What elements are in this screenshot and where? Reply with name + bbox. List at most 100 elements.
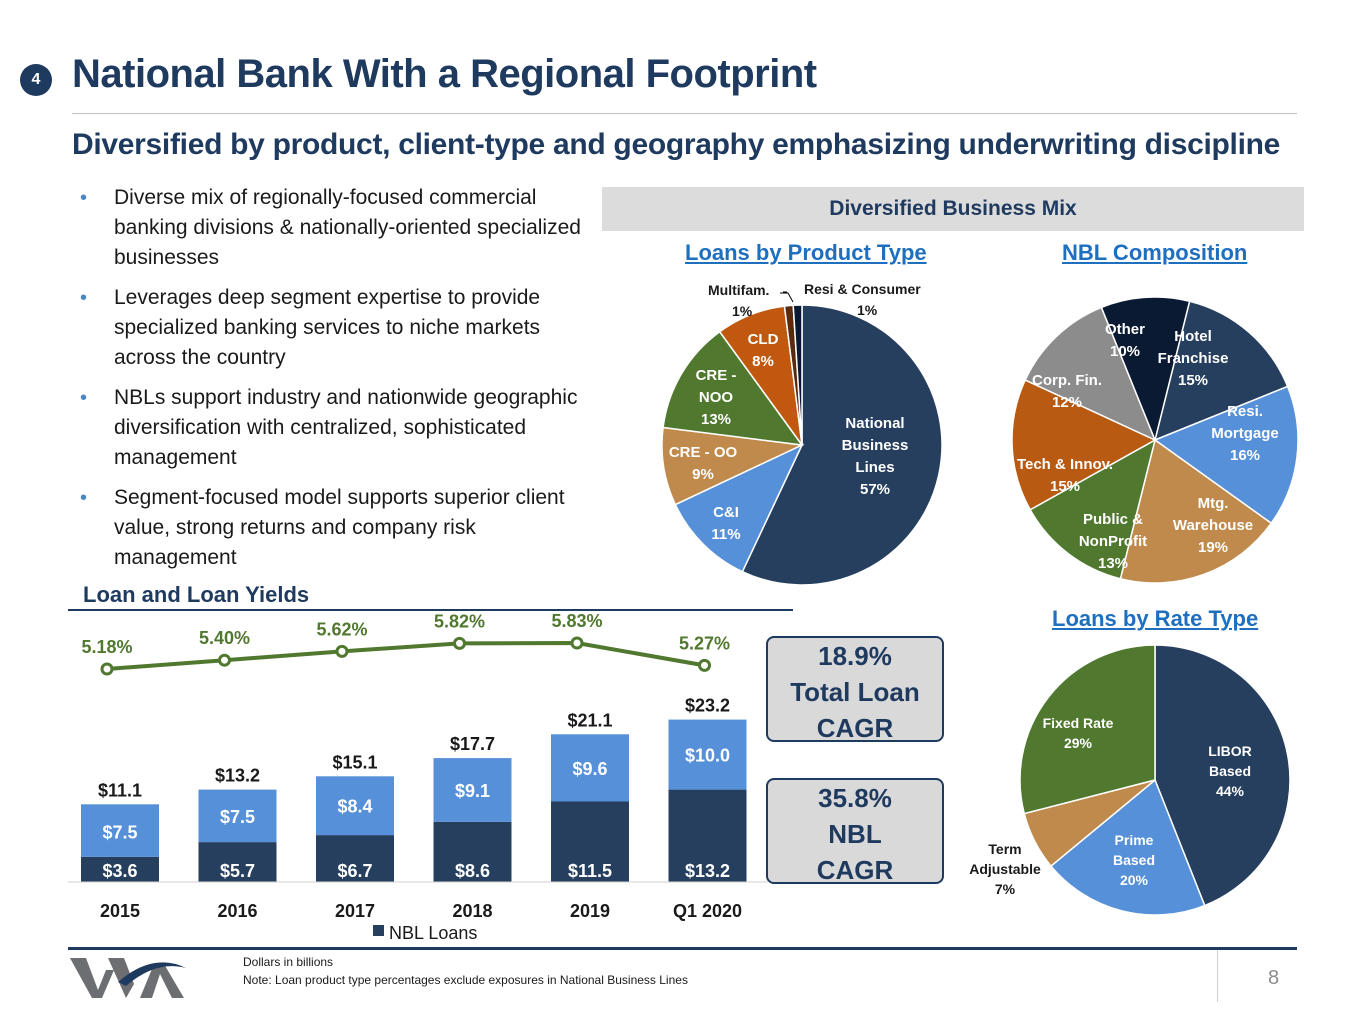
pie2-label-resi-line2: Mortgage — [1211, 425, 1279, 442]
bar-nbl-label-1: $5.7 — [220, 861, 255, 881]
yield-label-1: 5.40% — [199, 628, 250, 648]
pie2-label-public-line1: Public & — [1083, 511, 1143, 528]
bar-nbl-label-0: $3.6 — [102, 861, 137, 881]
yield-point-5 — [698, 658, 711, 672]
pie3-label-libor-line1: LIBOR — [1208, 743, 1252, 759]
total-loan-cagr-value: 18.9% — [818, 641, 892, 671]
nbl-cagr-label: NBL — [828, 819, 882, 849]
title-divider — [72, 113, 1297, 114]
bullet-item: • Leverages deep segment expertise to pro… — [80, 283, 600, 373]
page-number: 8 — [1268, 967, 1280, 989]
yield-point-0 — [100, 662, 114, 676]
footer-rule — [68, 947, 1297, 950]
bar-other-2 — [316, 776, 394, 836]
pie1-label-nbl-line2: Business — [842, 437, 909, 454]
product-type-slice-0 — [741, 304, 943, 586]
bar-nbl-3 — [433, 821, 512, 882]
bar-nbl-label-3: $8.6 — [455, 861, 490, 881]
bar-other-1 — [198, 789, 277, 843]
nbl-composition-pie-chart: Other 10% Hotel Franchise 15% Resi. Mort… — [1011, 296, 1299, 584]
bullet-dot-icon: • — [80, 287, 88, 309]
bar-total-label-5: $23.2 — [685, 696, 730, 716]
nbl-composition-chart-title: NBL Composition — [1062, 240, 1248, 265]
bullet-item: • NBLs support industry and nationwide ge… — [80, 383, 600, 473]
page-title: National Bank With a Regional Footprint — [72, 52, 817, 96]
bullet-dot-icon: • — [80, 187, 88, 209]
bar-other-label-1: $7.5 — [220, 807, 255, 827]
pie2-label-mtg-line1: Mtg. — [1198, 495, 1229, 512]
pie2-label-resi-line1: Resi. — [1227, 403, 1263, 420]
pie1-label-cre-noo-line2: NOO — [699, 389, 734, 406]
pie1-label-resi-consumer: Resi & Consumer — [804, 281, 921, 297]
pie2-label-hotel-line1: Hotel — [1174, 328, 1212, 345]
nbl-cagr-box: 35.8% NBL CAGR — [766, 778, 944, 885]
nbl-composition-slice-1 — [1153, 385, 1299, 525]
nbl-composition-slice-3 — [1029, 438, 1157, 580]
bar-nbl-2 — [316, 835, 394, 882]
business-mix-title: Diversified Business Mix — [829, 197, 1077, 220]
legend-swatch-nbl — [373, 925, 384, 936]
pie3-pct-libor: 44% — [1216, 783, 1245, 799]
total-loan-cagr-box: 18.9% Total Loan CAGR — [766, 636, 944, 743]
pie2-label-public-line2: NonProfit — [1079, 533, 1147, 550]
bar-total-label-3: $17.7 — [450, 734, 495, 754]
section-number-badge: 4 — [20, 64, 52, 96]
x-axis-label-4: 2019 — [570, 901, 610, 921]
pie3-label-libor-line2: Based — [1209, 763, 1251, 779]
bar-other-label-4: $9.6 — [572, 759, 607, 779]
bullet-dot-icon: • — [80, 387, 88, 409]
x-axis-label-2: 2017 — [335, 901, 375, 921]
nbl-composition-slice-2 — [1119, 438, 1273, 584]
bar-other-label-3: $9.1 — [455, 781, 490, 801]
yield-label-3: 5.82% — [434, 612, 485, 631]
total-loan-cagr-suffix: CAGR — [816, 713, 894, 743]
pie3-label-prime-line1: Prime — [1115, 832, 1154, 848]
nbl-composition-slice-0 — [1153, 300, 1289, 442]
pie3-pct-term: 7% — [995, 881, 1016, 897]
pie1-label-cld: CLD — [748, 331, 779, 348]
pie2-label-mtg-line2: Warehouse — [1173, 517, 1253, 534]
x-axis-label-3: 2018 — [452, 901, 492, 921]
rate-type-slice-1 — [1049, 778, 1206, 916]
pie2-label-corp: Corp. Fin. — [1032, 372, 1102, 389]
bullet-item: • Diverse mix of regionally-focused comme… — [80, 183, 600, 273]
pie2-label-hotel-line2: Franchise — [1158, 350, 1229, 367]
pie3-pct-prime: 20% — [1120, 872, 1149, 888]
bullet-dot-icon: • — [80, 487, 88, 509]
bar-other-label-2: $8.4 — [337, 797, 372, 817]
yield-point-1 — [218, 653, 231, 667]
pie3-label-term-line2: Adjustable — [969, 861, 1041, 877]
pie1-pct-resi-consumer: 1% — [857, 302, 878, 318]
company-logo — [70, 958, 186, 998]
bar-nbl-label-2: $6.7 — [337, 861, 372, 881]
rate-type-slice-3 — [1019, 644, 1156, 815]
bar-other-label-5: $10.0 — [685, 746, 730, 766]
pie1-pct-nbl: 57% — [860, 481, 890, 498]
yield-point-3 — [453, 636, 466, 650]
x-axis-label-0: 2015 — [100, 901, 140, 921]
nbl-composition-slice-6 — [1100, 296, 1191, 443]
pie1-label-nbl-line3: Lines — [855, 459, 894, 476]
bar-nbl-0 — [81, 856, 159, 882]
pie1-label-nbl-line1: National — [845, 415, 904, 432]
x-axis-label-1: 2016 — [217, 901, 257, 921]
pie2-pct-public: 13% — [1098, 555, 1128, 572]
loan-chart-title: Loan and Loan Yields — [83, 582, 310, 607]
footer-note-exclusion: Note: Loan product type percentages excl… — [243, 973, 688, 987]
page-subtitle: Diversified by product, client-type and … — [72, 128, 1281, 161]
pie3-pct-fixed: 29% — [1064, 735, 1093, 751]
bar-nbl-label-5: $13.2 — [685, 861, 730, 881]
product-type-slice-3 — [662, 330, 804, 446]
pie1-label-ci: C&I — [713, 504, 739, 521]
legend-label-nbl: NBL Loans — [389, 923, 477, 943]
pie2-pct-other: 10% — [1110, 343, 1140, 360]
pie2-pct-tech: 15% — [1050, 478, 1080, 495]
product-type-chart-title: Loans by Product Type — [685, 240, 927, 265]
rate-type-pie-chart: Fixed Rate 29% LIBOR Based 44% Prime Bas… — [969, 644, 1291, 916]
product-type-slice-6 — [792, 304, 803, 446]
business-mix-header-bar — [602, 187, 1304, 231]
pie1-pct-cre-oo: 9% — [692, 466, 714, 483]
nbl-composition-slice-4 — [1011, 379, 1157, 511]
yield-line — [106, 640, 705, 671]
bar-other-0 — [81, 804, 159, 857]
